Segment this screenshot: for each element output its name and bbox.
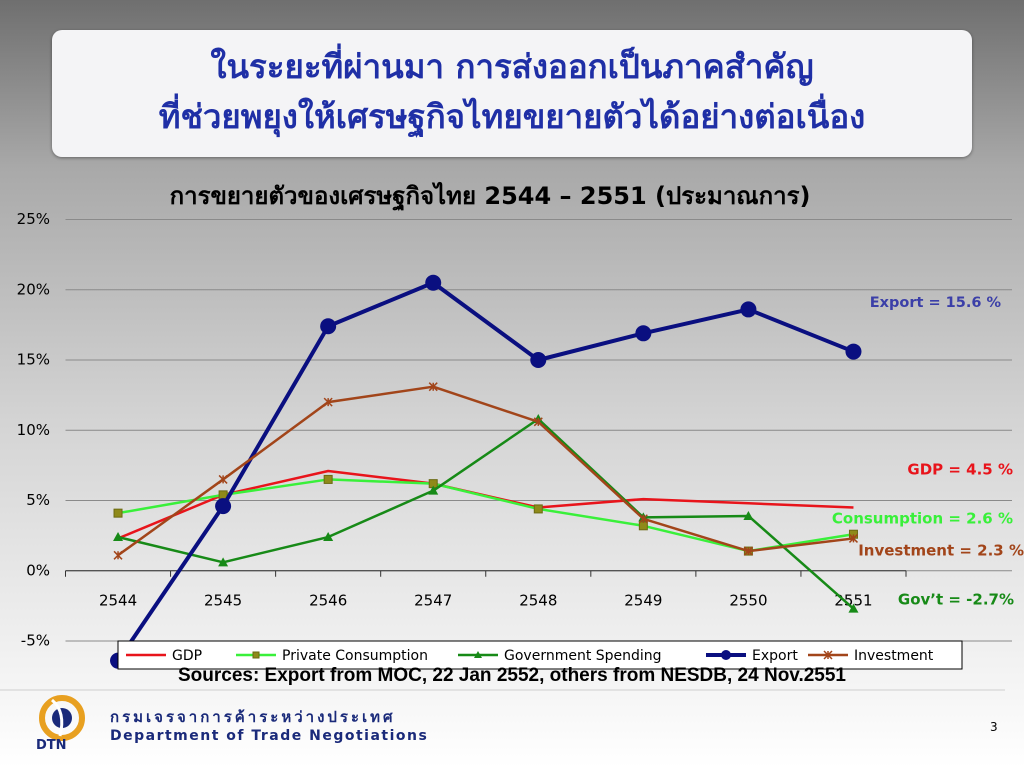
marker <box>323 474 333 484</box>
marker <box>743 510 754 520</box>
org-english: Department of Trade Negotiations <box>110 728 429 744</box>
marker <box>113 550 123 560</box>
x-tick-label: 2550 <box>729 591 767 609</box>
x-tick-label: 2551 <box>834 591 872 609</box>
marker <box>635 325 652 342</box>
legend-label: Investment <box>854 648 934 664</box>
marker <box>530 352 547 368</box>
marker <box>320 318 337 335</box>
annotation: Investment = 2.3 % <box>858 542 1024 560</box>
x-tick-label: 2547 <box>414 591 452 609</box>
marker <box>848 533 858 543</box>
marker <box>533 417 543 427</box>
marker <box>252 651 260 659</box>
legend-label: Export <box>752 648 798 664</box>
x-tick-label: 2546 <box>309 591 347 609</box>
marker <box>823 650 833 660</box>
series-line <box>117 385 854 557</box>
y-tick-label: 25% <box>17 210 50 228</box>
x-tick-label: 2549 <box>624 591 662 609</box>
logo-text: DTN <box>36 738 67 753</box>
x-tick-label: 2548 <box>519 591 557 609</box>
y-tick-label: 0% <box>26 561 50 579</box>
series <box>113 382 858 560</box>
chart-title: การขยายตัวของเศรษฐกิจไทย 2544 – 2551 (ปร… <box>169 182 811 210</box>
marker <box>425 274 442 291</box>
legend-label: GDP <box>172 648 202 664</box>
sources: Sources: Export from MOC, 22 Jan 2552, o… <box>177 665 847 686</box>
legend-label: Private Consumption <box>282 648 428 664</box>
marker <box>428 382 438 392</box>
marker <box>638 514 648 524</box>
series <box>110 274 862 669</box>
annotation: Consumption = 2.6 % <box>832 510 1013 528</box>
marker <box>428 485 439 495</box>
marker <box>113 532 124 542</box>
marker <box>740 301 757 318</box>
x-tick-label: 2545 <box>204 591 242 609</box>
title-line: ในระยะที่ผ่านมา การส่งออกเป็นภาคสำคัญ <box>210 47 814 86</box>
series-line <box>116 280 855 662</box>
y-tick-label: -5% <box>21 632 50 650</box>
series-line <box>117 417 855 610</box>
logo <box>39 695 85 741</box>
marker <box>848 603 859 613</box>
marker <box>721 650 731 660</box>
marker <box>113 508 123 518</box>
title-box: ในระยะที่ผ่านมา การส่งออกเป็นภาคสำคัญ ที… <box>52 30 972 157</box>
legend: GDP Private Consumption Government Spendin… <box>117 640 963 670</box>
page-number: 3 <box>990 720 998 734</box>
marker <box>743 546 753 556</box>
legend-label: Government Spending <box>504 648 662 664</box>
marker <box>533 504 543 514</box>
x-tick-label: 2544 <box>99 591 137 609</box>
marker <box>845 343 862 360</box>
org-thai: กรมเจรจาการค้าระหว่างประเทศ <box>110 708 396 726</box>
y-tick-label: 10% <box>17 421 50 439</box>
marker <box>474 651 482 658</box>
annotation: Gov’t = -2.7% <box>898 591 1014 609</box>
marker <box>323 532 334 542</box>
marker <box>218 557 229 567</box>
y-tick-label: 15% <box>17 351 50 369</box>
marker <box>218 474 228 484</box>
marker <box>638 521 648 531</box>
y-tick-label: 5% <box>26 491 50 509</box>
annotation: Export = 15.6 % <box>870 295 1002 311</box>
title-line: ที่ช่วยพยุงให้เศรษฐกิจไทยขยายตัวได้อย่าง… <box>158 97 866 136</box>
y-tick-label: 20% <box>17 280 50 298</box>
marker <box>215 498 232 515</box>
annotation: GDP = 4.5 % <box>907 461 1013 479</box>
marker <box>323 397 333 407</box>
